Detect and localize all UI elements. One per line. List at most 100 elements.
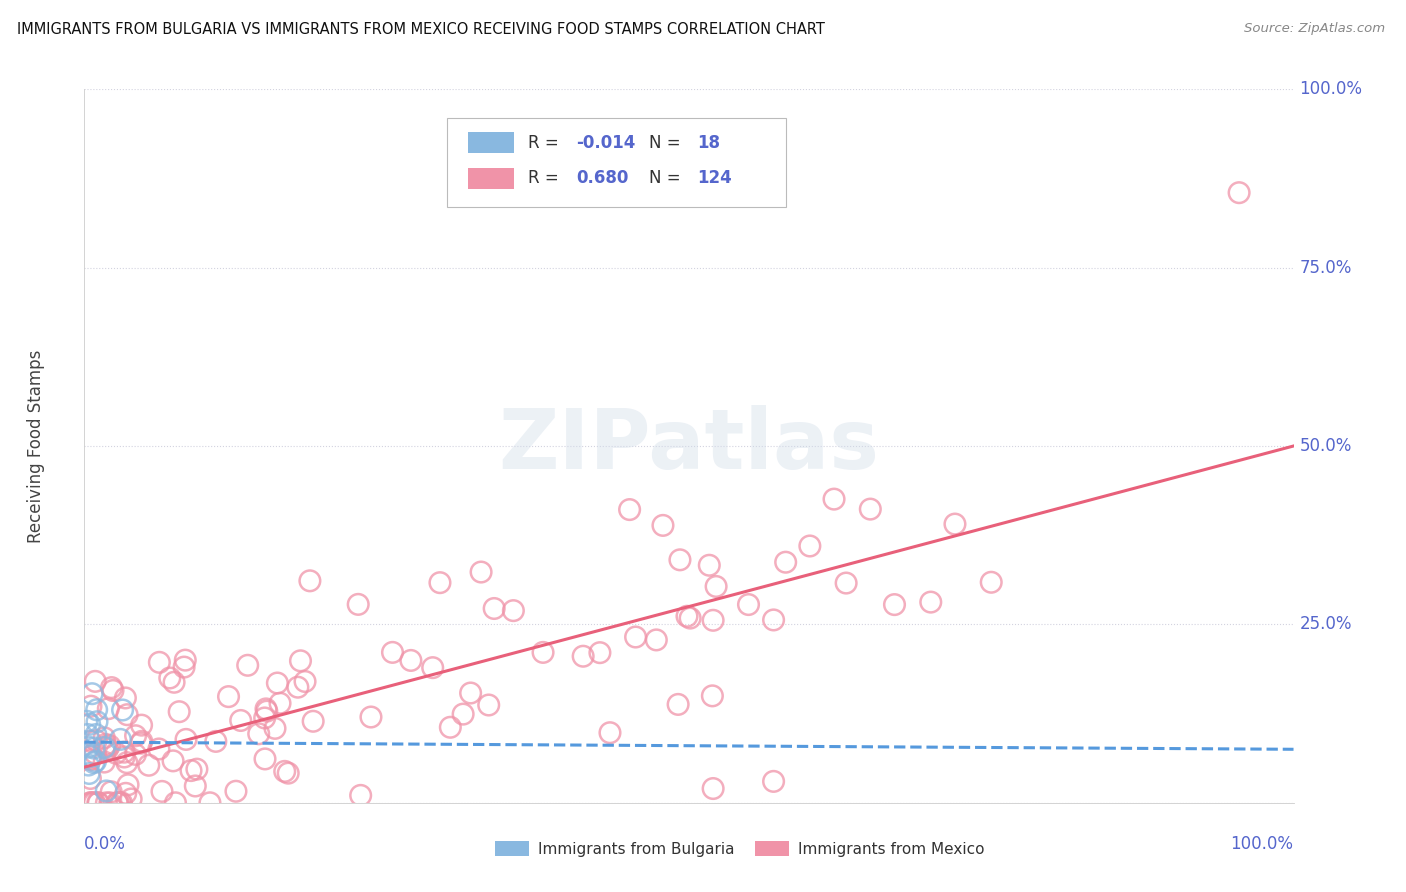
Point	[470, 565, 492, 579]
Point	[180, 764, 202, 778]
Point	[762, 613, 785, 627]
Point	[350, 789, 373, 803]
Point	[83, 741, 105, 756]
Point	[835, 576, 858, 591]
Bar	[468, 168, 513, 189]
Point	[86, 714, 108, 729]
Text: R =: R =	[529, 169, 564, 187]
Point	[980, 575, 1002, 590]
Point	[229, 714, 252, 728]
Point	[225, 784, 247, 798]
Point	[97, 701, 120, 715]
Point	[150, 784, 173, 798]
Point	[381, 645, 404, 659]
Point	[254, 702, 277, 716]
Text: 50.0%: 50.0%	[1299, 437, 1353, 455]
Point	[702, 781, 724, 796]
Point	[86, 703, 108, 717]
Point	[86, 733, 108, 747]
Text: 100.0%: 100.0%	[1230, 835, 1294, 853]
FancyBboxPatch shape	[447, 118, 786, 207]
Point	[294, 674, 316, 689]
Point	[883, 598, 905, 612]
Point	[589, 646, 612, 660]
Point	[79, 796, 101, 810]
Point	[82, 687, 104, 701]
Point	[943, 517, 966, 532]
Text: 0.0%: 0.0%	[84, 835, 127, 853]
Point	[84, 754, 107, 768]
Point	[87, 796, 110, 810]
Text: -0.014: -0.014	[576, 134, 636, 152]
Point	[79, 749, 101, 764]
Point	[702, 613, 724, 627]
Text: 100.0%: 100.0%	[1299, 80, 1362, 98]
Point	[84, 727, 107, 741]
Point	[256, 704, 278, 718]
Point	[98, 739, 121, 753]
Point	[422, 660, 444, 674]
Point	[94, 739, 117, 754]
Point	[124, 729, 146, 743]
Point	[100, 681, 122, 695]
Point	[460, 686, 482, 700]
Point	[96, 784, 118, 798]
Point	[399, 653, 422, 667]
Text: Immigrants from Mexico: Immigrants from Mexico	[797, 842, 984, 856]
Text: N =: N =	[650, 134, 686, 152]
Point	[112, 750, 135, 764]
Point	[131, 734, 153, 748]
Point	[502, 604, 524, 618]
Text: Receiving Food Stamps: Receiving Food Stamps	[27, 350, 45, 542]
Point	[619, 502, 641, 516]
Point	[93, 731, 115, 745]
Point	[114, 690, 136, 705]
Point	[93, 740, 115, 755]
Point	[107, 796, 129, 810]
Point	[174, 732, 197, 747]
Point	[131, 718, 153, 732]
Point	[79, 734, 101, 748]
Bar	[755, 840, 789, 856]
Point	[302, 714, 325, 729]
Point	[105, 796, 128, 810]
Point	[218, 690, 240, 704]
Point	[799, 539, 821, 553]
Point	[676, 609, 699, 624]
Point	[762, 774, 785, 789]
Text: 124: 124	[697, 169, 733, 187]
Point	[83, 796, 105, 810]
Point	[148, 656, 170, 670]
Point	[163, 675, 186, 690]
Point	[79, 753, 101, 767]
Point	[112, 745, 135, 759]
Text: 18: 18	[697, 134, 720, 152]
Point	[236, 658, 259, 673]
Point	[77, 758, 100, 772]
Point	[167, 705, 190, 719]
Text: R =: R =	[529, 134, 564, 152]
Point	[360, 710, 382, 724]
Point	[669, 553, 692, 567]
Point	[138, 758, 160, 772]
Point	[429, 575, 451, 590]
Point	[98, 796, 121, 810]
Point	[94, 738, 117, 752]
Point	[186, 762, 208, 776]
Point	[82, 796, 104, 810]
Text: N =: N =	[650, 169, 686, 187]
Point	[174, 653, 197, 667]
Point	[84, 674, 107, 689]
Point	[76, 714, 98, 729]
Point	[205, 734, 228, 748]
Point	[80, 749, 103, 764]
Point	[652, 518, 675, 533]
Point	[920, 595, 942, 609]
Point	[83, 756, 105, 770]
Point	[165, 796, 187, 810]
Bar	[495, 840, 529, 856]
Point	[645, 632, 668, 647]
Point	[159, 671, 181, 685]
Point	[80, 699, 103, 714]
Point	[451, 707, 474, 722]
